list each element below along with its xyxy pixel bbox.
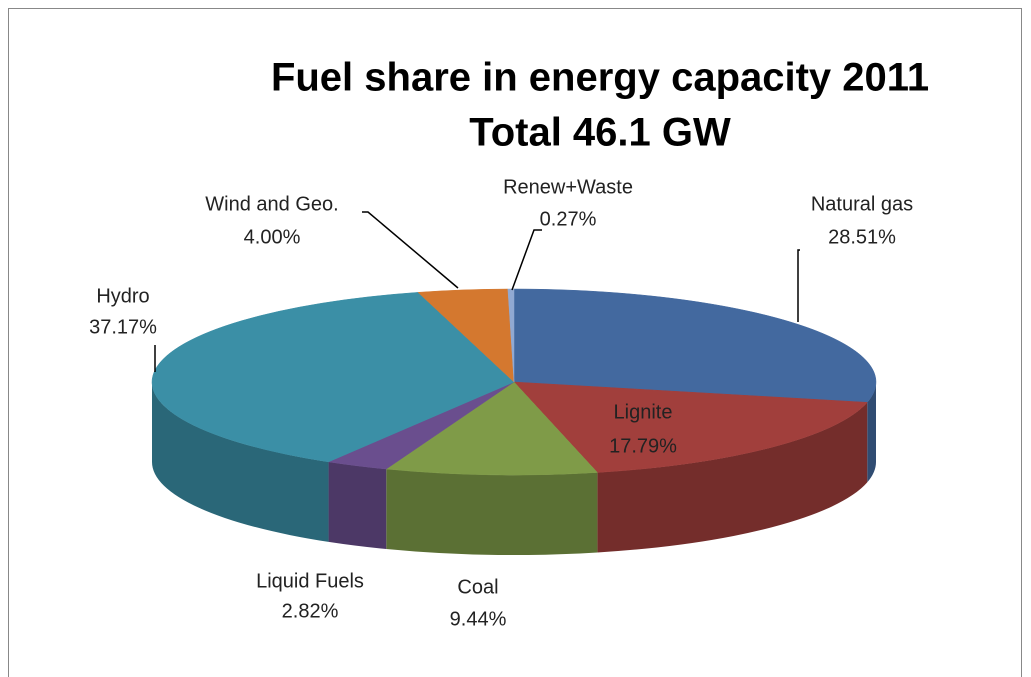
value-label: 17.79% (609, 435, 677, 457)
value-label: 9.44% (450, 608, 507, 630)
value-label: 28.51% (828, 226, 896, 248)
chart-subtitle: Total 46.1 GW (469, 111, 731, 155)
pie (151, 288, 877, 555)
category-label: Lignite (614, 401, 673, 423)
slice-side (867, 382, 876, 483)
leader-line (511, 229, 542, 291)
slice (507, 288, 515, 383)
slice (513, 288, 877, 403)
category-label: Renew+Waste (503, 176, 633, 198)
slice (385, 381, 598, 476)
slice-side (152, 382, 329, 542)
leader-line (362, 211, 459, 289)
category-label: Natural gas (811, 193, 913, 215)
category-label: Coal (457, 576, 498, 598)
slice-side (597, 402, 868, 553)
value-label: 2.82% (282, 600, 339, 622)
value-label: 0.27% (540, 208, 597, 230)
slice-side (386, 469, 598, 555)
value-label: 37.17% (89, 316, 157, 338)
labels: Natural gas 28.51% Lignite 17.79% Coal 9.44% L… (89, 176, 913, 630)
category-label: Liquid Fuels (256, 570, 364, 592)
value-label: 4.00% (244, 226, 301, 248)
chart-title: Fuel share in energy capacity 2011 (271, 56, 929, 100)
slice (513, 381, 868, 473)
leader-line (797, 249, 800, 322)
slice-side (328, 461, 387, 550)
category-label: Wind and Geo. (205, 193, 338, 215)
category-label: Hydro (96, 285, 149, 307)
